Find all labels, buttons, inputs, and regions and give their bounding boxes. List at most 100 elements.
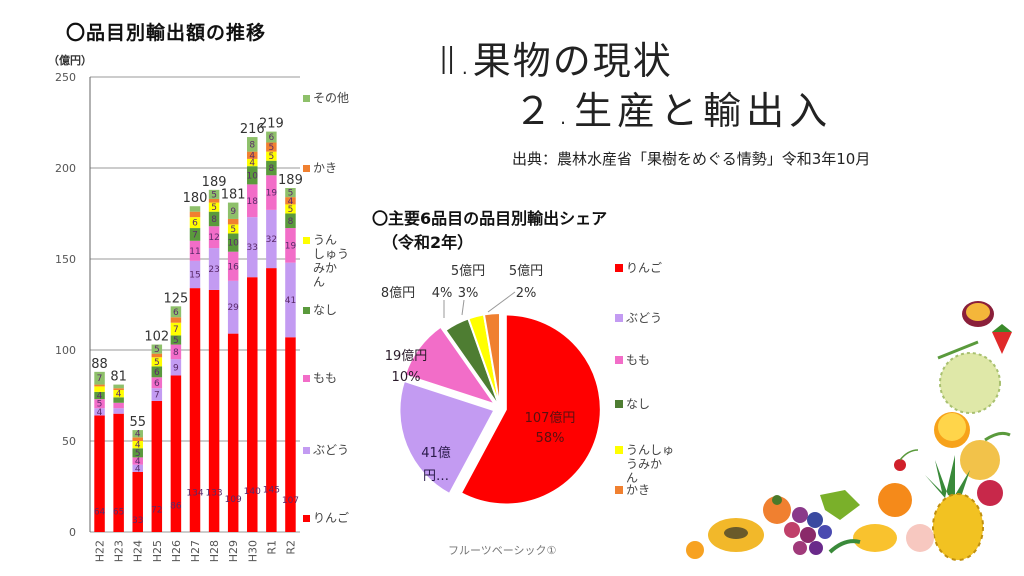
y-tick-label: 150 bbox=[55, 253, 76, 266]
bar-segment-label: 72 bbox=[151, 505, 162, 515]
bar-segment-label: 86 bbox=[170, 502, 182, 512]
bar-segment-label: 9 bbox=[230, 207, 236, 217]
bar-segment-label: 5 bbox=[230, 225, 236, 235]
bar-segment bbox=[247, 217, 258, 278]
bar-segment-label: 7 bbox=[154, 391, 160, 401]
bar-segment-label: 11 bbox=[189, 247, 200, 257]
bar-segment-label: 10 bbox=[227, 239, 239, 249]
bar-segment bbox=[208, 289, 220, 532]
legend-label: かき bbox=[313, 161, 337, 175]
pie-legend-label: りんご bbox=[626, 260, 662, 275]
legend-swatch bbox=[303, 95, 310, 102]
bar-segment bbox=[266, 175, 277, 210]
cherry-icon bbox=[894, 449, 919, 471]
fruit-illustration bbox=[686, 301, 1012, 561]
bar-segment-label: 5 bbox=[173, 336, 179, 346]
bar-segment-label: 107 bbox=[282, 496, 299, 506]
bar-segment bbox=[189, 240, 201, 261]
bar-segment-label: 8 bbox=[288, 217, 294, 227]
mango-icon bbox=[828, 524, 897, 554]
bar-segment bbox=[247, 158, 258, 167]
bar-total-label: 219 bbox=[259, 117, 284, 132]
bar-segment bbox=[189, 217, 201, 229]
bar-segment-label: 41 bbox=[285, 296, 296, 306]
bar-total-label: 180 bbox=[183, 191, 208, 206]
bar-segment-label: 5 bbox=[268, 152, 274, 162]
bar-segment bbox=[132, 471, 143, 532]
bar-segment-label: 133 bbox=[205, 489, 222, 499]
x-tick-label: H27 bbox=[189, 540, 202, 562]
bar-segment-label: 16 bbox=[227, 262, 239, 272]
bar-segment bbox=[208, 198, 220, 203]
bar-segment bbox=[113, 388, 124, 391]
x-tick-label: H29 bbox=[227, 540, 240, 562]
bar-segment-label: 4 bbox=[135, 457, 141, 467]
bar-segment-label: 5 bbox=[97, 400, 103, 410]
y-tick-label: 100 bbox=[55, 344, 76, 357]
bar-segment bbox=[189, 260, 201, 289]
x-tick-label: H30 bbox=[246, 540, 259, 562]
bar-segment-label: 18 bbox=[247, 197, 259, 207]
bar-segment bbox=[285, 262, 296, 338]
bar-segment bbox=[151, 344, 163, 354]
bar-segment-label: 32 bbox=[266, 235, 277, 245]
bar-segment bbox=[170, 317, 182, 323]
bar-segment bbox=[94, 384, 105, 387]
bar-segment-label: 145 bbox=[263, 485, 280, 495]
bar-segment bbox=[247, 151, 258, 159]
bar-segment-label: 8 bbox=[249, 140, 255, 150]
bar-segment bbox=[113, 397, 124, 403]
bar-segment bbox=[247, 137, 258, 152]
pie-slice bbox=[403, 325, 498, 407]
bar-segment bbox=[247, 277, 258, 532]
bar-segment-label: 134 bbox=[186, 488, 203, 498]
slide-title-line1: Ⅱ.果物の現状 bbox=[438, 39, 673, 83]
bar-segment bbox=[170, 322, 182, 336]
loquat-icon bbox=[686, 541, 704, 559]
bar-segment bbox=[266, 160, 277, 176]
bar-segment bbox=[285, 197, 296, 205]
pie-value-label: 8億円 bbox=[381, 285, 415, 301]
pie-value-label: 41億 bbox=[421, 445, 451, 461]
legend-swatch bbox=[303, 447, 310, 454]
bar-segment bbox=[189, 206, 201, 212]
bar-segment bbox=[285, 337, 296, 532]
bar-total-label: 189 bbox=[278, 173, 303, 188]
bar-segment-label: 4 bbox=[97, 392, 103, 402]
bar-segment bbox=[189, 288, 201, 532]
legend-swatch bbox=[303, 307, 310, 314]
melon-icon bbox=[937, 340, 1001, 414]
bar-segment-label: 7 bbox=[173, 325, 179, 335]
bar-total-label: 55 bbox=[129, 415, 146, 430]
bar-chart-y-unit: （億円） bbox=[48, 54, 92, 67]
bar-total-label: 102 bbox=[144, 330, 169, 345]
pie-chart-subtitle: （令和2年） bbox=[382, 233, 474, 252]
bar-segment-label: 4 bbox=[97, 408, 103, 418]
bar-segment-label: 4 bbox=[249, 159, 255, 169]
bar-segment bbox=[189, 228, 201, 241]
pear-icon bbox=[960, 431, 1011, 480]
bar-segment-label: 15 bbox=[189, 270, 200, 280]
bar-segment-label: 64 bbox=[94, 508, 106, 518]
y-tick-label: 0 bbox=[69, 526, 76, 539]
bar-segment-label: 8 bbox=[173, 348, 179, 358]
bar-segment bbox=[285, 204, 296, 214]
pie-percent-label: 10% bbox=[392, 370, 421, 385]
bar-segment bbox=[151, 377, 163, 389]
legend-label: もも bbox=[313, 371, 337, 385]
legend-swatch bbox=[303, 515, 310, 522]
peach-icon bbox=[906, 524, 934, 552]
bar-segment-label: 29 bbox=[227, 303, 239, 313]
pie-legend-swatch bbox=[615, 264, 623, 272]
pie-legend-label: もも bbox=[626, 353, 650, 367]
bar-segment bbox=[266, 209, 277, 269]
bar-segment bbox=[94, 386, 105, 392]
bar-segment bbox=[94, 415, 105, 532]
strawberry-icon bbox=[992, 324, 1012, 354]
bar-segment bbox=[170, 359, 182, 376]
pie-value-label: 19億円 bbox=[385, 348, 428, 364]
pie-percent-label: 3% bbox=[458, 286, 479, 301]
bar-segment bbox=[132, 430, 143, 438]
pie-value-label: 107億円 bbox=[525, 410, 576, 426]
bar-segment bbox=[151, 388, 163, 401]
